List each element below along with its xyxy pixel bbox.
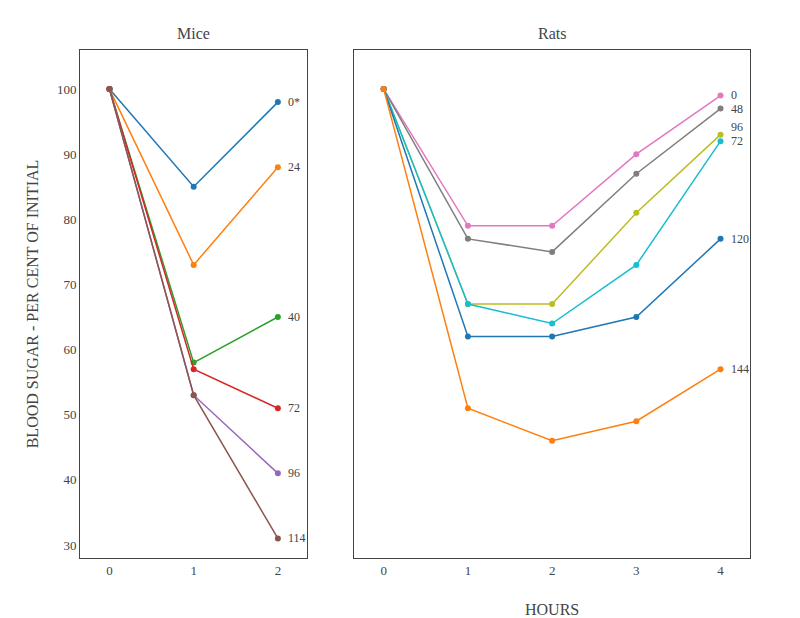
svg-text:60: 60 bbox=[63, 342, 76, 357]
svg-text:24: 24 bbox=[288, 160, 300, 174]
svg-text:Mice: Mice bbox=[177, 25, 210, 42]
svg-text:72: 72 bbox=[731, 134, 743, 148]
svg-text:70: 70 bbox=[63, 277, 76, 292]
svg-text:1: 1 bbox=[190, 563, 197, 578]
svg-text:3: 3 bbox=[633, 563, 640, 578]
svg-text:4: 4 bbox=[717, 563, 724, 578]
svg-text:50: 50 bbox=[63, 407, 76, 422]
svg-text:2: 2 bbox=[549, 563, 556, 578]
svg-text:40: 40 bbox=[288, 310, 300, 324]
svg-text:2: 2 bbox=[275, 563, 282, 578]
svg-text:90: 90 bbox=[63, 147, 76, 162]
svg-text:48: 48 bbox=[731, 102, 743, 116]
svg-text:0: 0 bbox=[380, 563, 387, 578]
svg-text:80: 80 bbox=[63, 212, 76, 227]
svg-text:HOURS: HOURS bbox=[525, 601, 579, 618]
svg-text:30: 30 bbox=[63, 538, 76, 553]
svg-text:0: 0 bbox=[106, 563, 113, 578]
svg-text:40: 40 bbox=[63, 472, 76, 487]
svg-text:0*: 0* bbox=[288, 95, 300, 109]
svg-text:114: 114 bbox=[288, 531, 306, 545]
svg-text:BLOOD SUGAR - PER CENT OF INIT: BLOOD SUGAR - PER CENT OF INITIAL bbox=[24, 160, 41, 449]
svg-text:144: 144 bbox=[731, 362, 749, 376]
svg-text:72: 72 bbox=[288, 401, 300, 415]
svg-text:96: 96 bbox=[288, 466, 300, 480]
svg-text:1: 1 bbox=[465, 563, 472, 578]
svg-text:100: 100 bbox=[57, 82, 77, 97]
svg-text:96: 96 bbox=[731, 120, 743, 134]
svg-text:Rats: Rats bbox=[538, 25, 566, 42]
svg-text:0: 0 bbox=[731, 88, 737, 102]
svg-text:120: 120 bbox=[731, 232, 749, 246]
